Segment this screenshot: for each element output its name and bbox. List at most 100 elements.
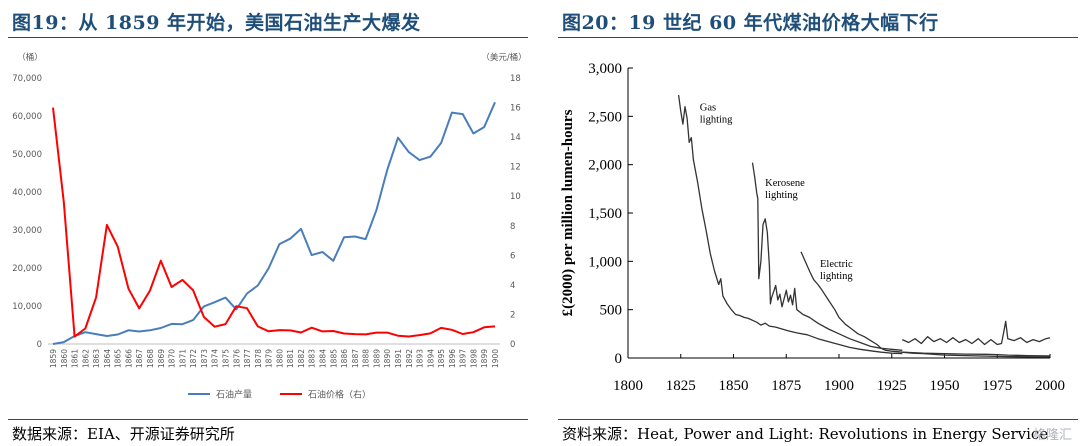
x-tick-label: 1878 — [254, 349, 263, 368]
right-source-note: 资料来源：Heat, Power and Light: Revolutions … — [562, 425, 1049, 443]
x-tick-label: 1881 — [286, 349, 295, 368]
x-tick-label: 1900 — [824, 378, 854, 394]
x-tick-label: 1864 — [103, 349, 112, 368]
x-tick-label: 1884 — [319, 349, 328, 368]
x-tick-label: 1862 — [81, 349, 90, 368]
annotation-line: Kerosene — [765, 178, 805, 189]
x-tick-label: 1867 — [135, 349, 144, 368]
series-line-0 — [677, 95, 903, 355]
series-line-2 — [800, 251, 1051, 358]
x-tick-label: 1889 — [372, 349, 381, 368]
annotation-line: lighting — [765, 190, 798, 201]
x-tick-label: 1866 — [124, 349, 133, 368]
y-tick-label: 0 — [615, 351, 623, 367]
x-tick-label: 1875 — [771, 378, 801, 394]
right-y-tick-label: 14 — [510, 133, 521, 143]
left-y-tick-label: 20,000 — [12, 264, 42, 274]
right-y-tick-label: 8 — [510, 222, 515, 232]
x-tick-label: 1825 — [666, 378, 696, 394]
y-tick-label: 2,500 — [588, 109, 622, 125]
right-y-tick-label: 2 — [510, 310, 515, 320]
x-tick-label: 1891 — [394, 349, 403, 368]
x-tick-label: 1885 — [329, 349, 338, 368]
series-annotation: Gas lighting — [700, 103, 733, 126]
left-axis-unit: （桶） — [17, 52, 43, 63]
x-tick-label: 1860 — [60, 349, 69, 368]
right-y-tick-label: 10 — [510, 192, 521, 202]
left-y-tick-label: 50,000 — [12, 150, 42, 160]
y-tick-label: 1,000 — [588, 254, 622, 270]
x-tick-label: 1877 — [243, 349, 252, 368]
legend-label: 石油产量 — [216, 389, 252, 401]
right-figure-title: 图20：19 世纪 60 年代煤油价格大幅下行 — [562, 12, 939, 34]
series-line-3 — [902, 320, 1051, 346]
oil-production-price-chart: 0 10,000 20,000 30,000 40,000 50,000 60,000 70,… — [12, 52, 526, 401]
left-y-tick-label: 30,000 — [12, 226, 42, 236]
left-y-tick-label: 10,000 — [12, 302, 42, 312]
x-tick-label: 1873 — [200, 349, 209, 368]
left-title-rule — [8, 37, 528, 38]
left-y-tick-label: 70,000 — [12, 74, 42, 84]
left-y-tick-label: 40,000 — [12, 188, 42, 198]
x-tick-label: 1875 — [221, 349, 230, 368]
lighting-cost-chart: 0 500 1,000 1,500 2,000 2,500 3,000 1800 1825 185… — [560, 61, 1065, 394]
right-axis-unit: （美元/桶） — [481, 52, 526, 63]
series-line-production — [52, 101, 496, 345]
x-tick-label: 1900 — [491, 349, 500, 368]
watermark-logo: 格隆汇 — [1032, 428, 1072, 443]
x-tick-label: 1888 — [362, 349, 371, 368]
legend-label: 石油价格（右） — [308, 389, 371, 401]
x-tick-label: 1872 — [189, 349, 198, 368]
x-tick-label: 1975 — [982, 378, 1012, 394]
x-tick-label: 1876 — [232, 349, 241, 368]
y-tick-label: 2,000 — [588, 158, 622, 174]
series-annotation: Electric lighting — [820, 259, 853, 282]
right-y-tick-label: 6 — [510, 251, 515, 261]
x-tick-label: 1897 — [459, 349, 468, 368]
x-tick-label: 1800 — [613, 378, 643, 394]
left-y-tick-label: 0 — [37, 340, 42, 350]
x-tick-label: 1886 — [340, 349, 349, 368]
x-tick-label: 1895 — [437, 349, 446, 368]
y-axis-title: £(2000) per million lumen-hours — [560, 109, 576, 316]
x-tick-label: 1863 — [92, 349, 101, 368]
x-tick-label: 1865 — [114, 349, 123, 368]
right-y-tick-label: 4 — [510, 281, 515, 291]
right-source-rule — [558, 419, 1078, 420]
x-tick-label: 1887 — [351, 349, 360, 368]
right-y-tick-label: 16 — [510, 104, 521, 114]
x-tick-label: 1882 — [297, 349, 306, 368]
x-tick-label: 1879 — [265, 349, 274, 368]
x-tick-label: 1861 — [71, 349, 80, 368]
right-y-tick-label: 12 — [510, 163, 521, 173]
annotation-line: Electric — [820, 259, 853, 270]
annotation-line: Gas — [700, 103, 716, 114]
x-tick-label: 1894 — [426, 349, 435, 368]
x-tick-label: 1883 — [308, 349, 317, 368]
x-tick-label: 1893 — [416, 349, 425, 368]
right-y-tick-label: 0 — [510, 340, 515, 350]
x-tick-label: 1880 — [275, 349, 284, 368]
y-tick-label: 1,500 — [588, 206, 622, 222]
y-tick-label: 3,000 — [588, 61, 622, 77]
x-tick-label: 1890 — [383, 349, 392, 368]
series-annotation: Kerosene lighting — [765, 178, 805, 201]
x-tick-label: 1871 — [178, 349, 187, 368]
x-tick-label: 1859 — [49, 349, 58, 368]
x-tick-label: 1899 — [480, 349, 489, 368]
left-source-rule — [8, 419, 528, 420]
x-tick-label: 2000 — [1035, 378, 1065, 394]
series-line-1 — [751, 162, 903, 351]
annotation-line: lighting — [820, 271, 853, 282]
left-source-note: 数据来源：EIA、开源证券研究所 — [12, 425, 235, 443]
left-figure-title: 图19：从 1859 年开始，美国石油生产大爆发 — [12, 12, 421, 34]
left-y-tick-label: 60,000 — [12, 112, 42, 122]
annotation-line: lighting — [700, 115, 733, 126]
x-tick-label: 1870 — [168, 349, 177, 368]
x-tick-label: 1892 — [405, 349, 414, 368]
x-tick-label: 1850 — [719, 378, 749, 394]
series-line-price — [52, 107, 496, 338]
right-title-rule — [558, 37, 1078, 38]
series-line-4 — [902, 351, 1051, 357]
x-tick-label: 1898 — [469, 349, 478, 368]
